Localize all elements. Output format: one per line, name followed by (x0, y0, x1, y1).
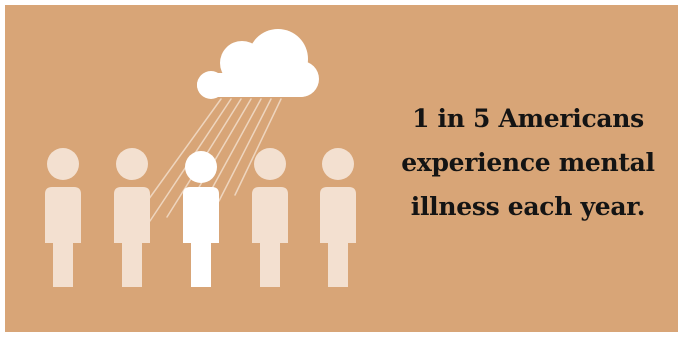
infographic-card: 1 in 5 Americans experience mental illne… (5, 5, 678, 332)
statistic-line-3: illness each year. (410, 192, 646, 221)
person-icon (114, 148, 150, 287)
statistic-line-2: experience mental (401, 148, 655, 177)
rain-on-person-illustration (45, 29, 356, 287)
statistic-line-1: 1 in 5 Americans (412, 104, 644, 133)
person-icon (252, 148, 288, 287)
person-icon (320, 148, 356, 287)
person-icon (45, 148, 81, 287)
statistic-headline: 1 in 5 Americans experience mental illne… (383, 97, 673, 229)
rain-cloud-icon (197, 29, 319, 99)
highlighted-person-icon (183, 151, 219, 287)
